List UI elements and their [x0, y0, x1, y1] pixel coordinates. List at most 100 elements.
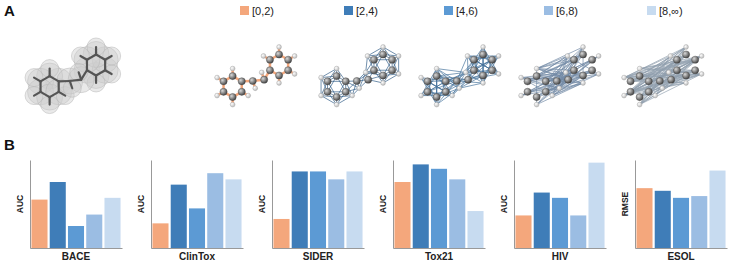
chart-title: HIV: [552, 251, 569, 262]
atom: [246, 93, 251, 98]
bar: [207, 173, 223, 248]
axis-line: [152, 248, 244, 249]
distance-graph: [215, 45, 297, 107]
skeleton-bond: [41, 92, 50, 97]
atom: [419, 93, 424, 98]
atom: [479, 51, 486, 58]
edge: [552, 74, 598, 96]
atom: [261, 76, 268, 83]
atom: [275, 51, 282, 58]
edge: [537, 83, 583, 105]
x-axis: [31, 248, 123, 249]
skeleton-bond: [34, 78, 40, 82]
atom: [324, 78, 331, 85]
atom: [433, 93, 440, 100]
bar: [709, 171, 725, 248]
skeleton-bond: [34, 92, 40, 96]
atom: [579, 72, 586, 79]
chart-title: ESOL: [667, 251, 694, 262]
atom: [220, 88, 227, 95]
atom: [524, 78, 531, 85]
atom: [381, 81, 386, 86]
edge: [437, 69, 466, 73]
atom: [434, 66, 439, 71]
atom: [470, 67, 477, 74]
bars: [31, 182, 120, 248]
bars: [273, 171, 362, 248]
atom-volume: [41, 96, 59, 114]
edge: [437, 69, 453, 96]
skeleton-bond: [49, 97, 51, 105]
skeleton-bond: [104, 60, 106, 71]
atom: [424, 88, 431, 95]
distance-graph: [519, 45, 601, 107]
y-axis-title: AUC: [257, 195, 267, 213]
y-axis: [30, 161, 31, 249]
atom: [519, 75, 524, 80]
atom: [442, 88, 449, 95]
skeleton-bond: [96, 54, 105, 59]
atom: [434, 102, 439, 107]
skeleton-bond: [41, 76, 50, 81]
skeleton-bond: [87, 70, 96, 75]
bar: [104, 198, 120, 248]
atom: [365, 76, 372, 83]
atom: [684, 81, 689, 86]
atom: [553, 77, 560, 84]
bar: [449, 179, 465, 248]
edge: [398, 56, 399, 74]
bar: [292, 171, 308, 248]
edge: [631, 56, 702, 81]
atom: [292, 72, 297, 77]
skeleton-bond: [50, 76, 59, 81]
x-axis: [515, 248, 607, 249]
axis-line: [151, 161, 152, 249]
axis-line: [393, 161, 394, 249]
axis-line: [635, 161, 636, 249]
atom: [563, 70, 568, 75]
atom: [215, 75, 220, 80]
atom: [350, 93, 355, 98]
legend-swatch: [240, 6, 249, 15]
skeleton-bond: [96, 70, 105, 75]
skeleton-bond: [50, 92, 59, 97]
bar-chart: AUCSIDER: [257, 161, 365, 263]
atom: [457, 86, 462, 91]
edge: [321, 78, 322, 96]
atom: [342, 78, 349, 85]
atom: [357, 86, 362, 91]
atom: [463, 70, 468, 75]
atom: [277, 81, 282, 86]
skeleton-bond: [105, 56, 111, 60]
atom: [636, 72, 643, 79]
atom: [645, 78, 652, 85]
atom: [533, 72, 540, 79]
axis-line: [272, 161, 273, 249]
bar: [68, 226, 84, 248]
axis-line: [636, 248, 728, 249]
edge: [640, 56, 702, 105]
legend-swatch: [544, 6, 553, 15]
bar: [273, 219, 289, 248]
atom: [622, 93, 627, 98]
atom: [579, 51, 586, 58]
atom: [581, 45, 586, 50]
skeleton-bond: [59, 92, 65, 96]
atom: [396, 72, 401, 77]
atom: [230, 102, 235, 107]
bar: [534, 193, 550, 248]
atom: [292, 54, 297, 59]
y-axis-title: AUC: [15, 195, 25, 213]
atom: [470, 56, 477, 63]
y-axis: [272, 161, 273, 249]
bar: [328, 179, 344, 248]
atom: [589, 56, 596, 63]
y-axis: [635, 161, 636, 249]
skeleton-bond: [105, 70, 111, 74]
x-axis: [152, 248, 244, 249]
atom: [668, 76, 675, 83]
atom: [285, 67, 292, 74]
axis-line: [515, 248, 607, 249]
edge: [537, 47, 583, 69]
skeleton-bond: [95, 47, 97, 55]
